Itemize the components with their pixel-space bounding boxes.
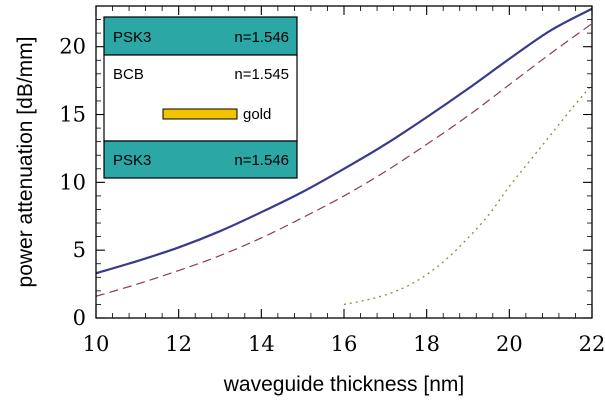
series-layer [96, 7, 592, 306]
x-tick-label: 20 [496, 332, 523, 356]
layer-stack-inset: PSK3 n=1.546 BCB n=1.545 gold PSK3 n=1.5… [103, 16, 298, 179]
inset-core-layer [103, 54, 298, 142]
x-tick-label: 18 [413, 332, 440, 356]
ticks-layer: 10 12 14 16 18 20 22 0 5 10 15 20 [59, 5, 605, 356]
x-tick-label: 10 [83, 332, 110, 356]
series-line-2-dashed [96, 23, 592, 297]
y-tick-label: 20 [59, 35, 86, 59]
series-line-1-solid [96, 7, 592, 275]
inset-core-index: n=1.545 [234, 66, 289, 83]
x-axis-label: waveguide thickness [nm] [223, 373, 464, 396]
inset-top-index: n=1.546 [234, 29, 289, 46]
gold-strip-label: gold [243, 106, 271, 123]
inset-top-material: PSK3 [113, 29, 151, 46]
x-tick-label: 22 [579, 332, 605, 356]
y-tick-label: 0 [73, 306, 86, 330]
inset-core-material: BCB [113, 66, 144, 83]
y-axis-label: power attenuation [dB/mm] [14, 37, 37, 288]
gold-strip [162, 108, 238, 120]
inset-top-cladding [103, 16, 298, 56]
x-tick-label: 14 [248, 332, 275, 356]
y-tick-label: 10 [59, 170, 86, 194]
y-tick-label: 5 [73, 238, 86, 262]
y-tick-label: 15 [59, 103, 86, 127]
inset-bottom-cladding [103, 140, 298, 179]
inset-bottom-material: PSK3 [113, 152, 151, 169]
x-tick-label: 16 [331, 332, 358, 356]
x-tick-label: 12 [165, 332, 192, 356]
series-line-3-dotted [343, 84, 592, 306]
inset-bottom-index: n=1.546 [234, 152, 289, 169]
